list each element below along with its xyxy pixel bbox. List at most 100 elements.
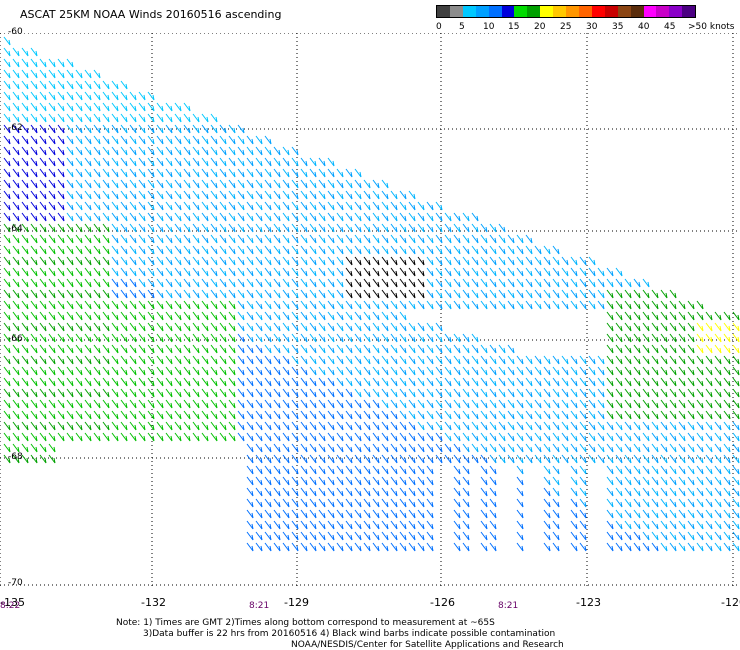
wind-barb	[48, 124, 56, 134]
wind-barb	[102, 289, 110, 299]
wind-barb	[84, 399, 92, 409]
wind-barb	[345, 278, 353, 288]
wind-barb	[39, 443, 47, 453]
wind-barb	[696, 344, 704, 354]
wind-barb	[156, 135, 164, 145]
wind-barb	[75, 201, 83, 211]
wind-barb	[273, 465, 281, 475]
wind-barb	[282, 410, 290, 420]
wind-barb	[606, 421, 614, 431]
wind-barb	[354, 190, 362, 200]
wind-barb	[291, 322, 299, 332]
wind-barb	[453, 333, 461, 343]
wind-barb	[129, 267, 137, 277]
lon-label: -132	[141, 596, 166, 609]
wind-barb	[471, 421, 479, 431]
wind-barb	[165, 410, 173, 420]
wind-barb	[192, 399, 200, 409]
wind-barb	[48, 311, 56, 321]
wind-barb	[642, 355, 650, 365]
wind-barb	[354, 388, 362, 398]
wind-barb	[273, 487, 281, 497]
wind-barb	[111, 190, 119, 200]
wind-barb	[183, 245, 191, 255]
wind-barb	[705, 311, 713, 321]
wind-barb	[489, 245, 497, 255]
wind-barb	[147, 421, 155, 431]
wind-barb	[219, 311, 227, 321]
wind-barb	[57, 124, 65, 134]
wind-barb	[372, 509, 380, 519]
wind-barb	[579, 377, 587, 387]
wind-barb	[147, 157, 155, 167]
wind-barb	[462, 443, 470, 453]
wind-barb	[228, 157, 236, 167]
wind-barb	[21, 212, 29, 222]
wind-barb	[417, 476, 425, 486]
wind-barb	[732, 388, 740, 398]
wind-barb	[696, 366, 704, 376]
wind-barb	[714, 421, 722, 431]
wind-barb	[471, 355, 479, 365]
wind-barb	[246, 366, 254, 376]
wind-barb	[669, 487, 677, 497]
wind-barb	[264, 322, 272, 332]
wind-barb	[156, 245, 164, 255]
wind-barb	[408, 344, 416, 354]
wind-barb	[255, 344, 263, 354]
wind-barb	[426, 498, 434, 508]
wind-barb	[264, 212, 272, 222]
scale-label: 30	[586, 22, 598, 32]
wind-barb	[282, 256, 290, 266]
wind-barb	[453, 454, 461, 464]
wind-barb	[57, 278, 65, 288]
wind-barb	[129, 135, 137, 145]
wind-barb	[120, 146, 128, 156]
wind-barb	[723, 432, 731, 442]
wind-barb	[543, 256, 551, 266]
wind-barb	[570, 454, 578, 464]
wind-barb	[300, 454, 308, 464]
wind-barb	[12, 256, 20, 266]
wind-barb	[543, 289, 551, 299]
wind-barb	[129, 256, 137, 266]
wind-barb	[165, 256, 173, 266]
wind-barb	[714, 366, 722, 376]
scale-label: 45	[664, 22, 676, 32]
wind-barb	[480, 256, 488, 266]
wind-barb	[633, 278, 641, 288]
wind-barb	[12, 179, 20, 189]
wind-barb	[309, 267, 317, 277]
wind-barb	[642, 487, 650, 497]
wind-barb	[228, 377, 236, 387]
wind-barb	[237, 212, 245, 222]
wind-barb	[318, 157, 326, 167]
wind-barb	[552, 355, 560, 365]
wind-barb	[426, 520, 434, 530]
wind-barb	[687, 410, 695, 420]
wind-barb	[453, 366, 461, 376]
wind-barb	[300, 179, 308, 189]
wind-barb	[228, 190, 236, 200]
wind-barb	[633, 487, 641, 497]
wind-barb	[345, 487, 353, 497]
wind-barb	[516, 531, 524, 541]
wind-barb	[633, 300, 641, 310]
wind-barb	[255, 146, 263, 156]
wind-barb	[336, 432, 344, 442]
wind-barb	[219, 146, 227, 156]
wind-barb	[327, 311, 335, 321]
wind-barb	[57, 135, 65, 145]
wind-barb	[444, 223, 452, 233]
wind-barb	[282, 421, 290, 431]
wind-barb	[111, 168, 119, 178]
wind-barb	[111, 267, 119, 277]
wind-barb	[669, 333, 677, 343]
wind-barb	[75, 135, 83, 145]
wind-barb	[156, 344, 164, 354]
wind-barb	[507, 377, 515, 387]
wind-barb	[606, 498, 614, 508]
wind-barb	[237, 355, 245, 365]
wind-barb	[336, 212, 344, 222]
wind-barb	[228, 333, 236, 343]
